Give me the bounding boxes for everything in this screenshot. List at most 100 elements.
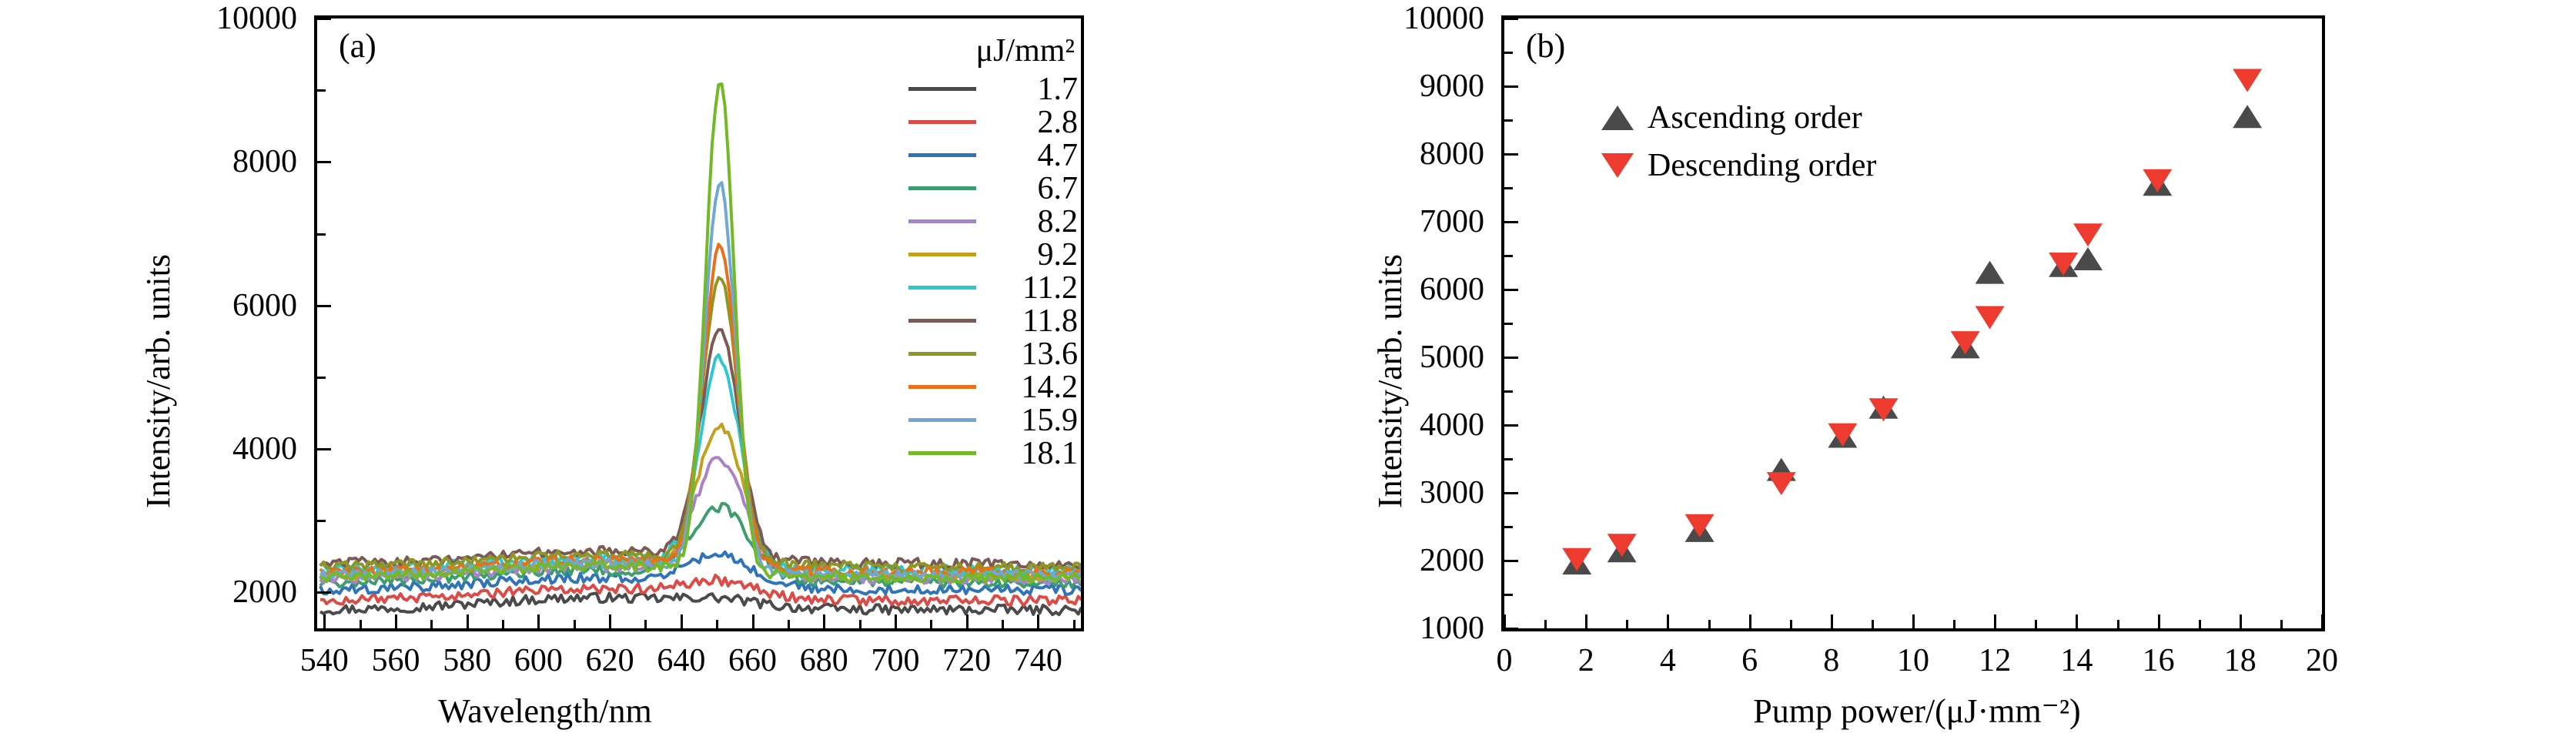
panel-a-y-tick-label: 4000 [233, 431, 297, 467]
legend-swatch-line [908, 219, 976, 223]
panel-b-legend-item[interactable]: Descending order [1600, 142, 1876, 189]
panel-b-x-tick-label: 16 [2142, 643, 2175, 678]
panel-a-y-tick-minor [317, 520, 326, 523]
panel-a-x-tick-major [609, 614, 612, 628]
spectrum-line-18-1 [319, 82, 1081, 584]
panel-a-x-tick-label: 680 [799, 643, 848, 678]
legend-item-8-2[interactable]: 8.2 [908, 205, 1078, 238]
panel-b-x-tick-minor [1789, 620, 1792, 628]
panel-b-x-axis-title: Pump power/(μJ·mm⁻²) [1753, 692, 2081, 730]
legend-item-13-6[interactable]: 13.6 [908, 337, 1078, 370]
panel-a-x-tick-label: 700 [871, 643, 920, 678]
data-point-ascending [1975, 260, 2005, 284]
panel-a-x-tick-minor [502, 620, 505, 628]
legend-item-2-8[interactable]: 2.8 [908, 105, 1078, 139]
panel-b-x-tick-major [1994, 614, 1997, 628]
panel-a-x-tick-label: 540 [299, 643, 349, 678]
panel-a-x-tick-minor [1002, 620, 1005, 628]
panel-b-y-tick-minor [1504, 458, 1513, 460]
legend-swatch-line [908, 418, 976, 422]
panel-a-y-tick-major [317, 448, 331, 451]
legend-item-label: 4.7 [1037, 137, 1079, 173]
panel-a-y-tick-minor [317, 376, 326, 379]
data-point-descending [1562, 547, 1592, 571]
panel-b-x-tick-minor [1626, 620, 1629, 628]
panel-b-x-tick-label: 20 [2306, 643, 2338, 678]
panel-b-y-tick-minor [1504, 323, 1513, 325]
panel-a-y-tick-minor [317, 89, 326, 92]
panel-b-y-tick-major [1504, 221, 1518, 223]
legend-item-9-2[interactable]: 9.2 [908, 238, 1078, 271]
data-point-descending [2073, 223, 2103, 247]
panel-a-y-tick-label: 8000 [233, 144, 297, 180]
panel-b-y-tick-label: 9000 [1420, 69, 1484, 104]
legend-swatch-line [908, 87, 976, 91]
panel-b-y-tick-major [1504, 560, 1518, 562]
panel-a-x-tick-label: 560 [371, 643, 420, 678]
panel-a-x-tick-label: 620 [585, 643, 634, 678]
panel-b-y-tick-major [1504, 357, 1518, 359]
panel-b-y-tick-major [1504, 18, 1518, 20]
legend-item-label: 18.1 [1021, 435, 1079, 471]
legend-item-15-9[interactable]: 15.9 [908, 403, 1078, 437]
panel-a-x-tick-minor [1072, 620, 1076, 628]
legend-item-1-7[interactable]: 1.7 [908, 72, 1078, 105]
panel-a-x-tick-major [466, 614, 469, 628]
panel-a-x-tick-label: 600 [514, 643, 563, 678]
panel-b-y-tick-label: 1000 [1420, 611, 1484, 646]
panel-a-x-tick-major [323, 614, 326, 628]
panel-a-x-tick-major [823, 614, 826, 628]
legend-item-11-2[interactable]: 11.2 [908, 271, 1078, 304]
legend-item-4-7[interactable]: 4.7 [908, 139, 1078, 172]
legend-item-18-1[interactable]: 18.1 [908, 437, 1078, 470]
legend-item-6-7[interactable]: 6.7 [908, 172, 1078, 205]
legend-item-11-8[interactable]: 11.8 [908, 304, 1078, 337]
panel-b-x-tick-major [2157, 614, 2160, 628]
panel-a-legend-title: μJ/mm² [975, 33, 1075, 69]
panel-a-y-tick-major [317, 161, 331, 164]
panel-b-x-tick-minor [2198, 620, 2201, 628]
panel-a-x-tick-minor [644, 620, 647, 628]
panel-b-x-tick-major [1830, 614, 1833, 628]
data-point-descending [1975, 306, 2005, 330]
spectrum-line-2-8 [319, 574, 1081, 608]
panel-b-y-tick-label: 2000 [1420, 543, 1484, 578]
panel-b-y-tick-major [1504, 85, 1518, 88]
panel-a-x-tick-major [537, 614, 540, 628]
data-point-descending [1950, 331, 1980, 355]
legend-swatch-line [908, 186, 976, 190]
panel-b-x-tick-major [1912, 614, 1915, 628]
panel-a-x-tick-label: 640 [657, 643, 706, 678]
panel-b-legend: Ascending order Descending order [1600, 94, 1876, 189]
data-point-descending [1766, 472, 1796, 496]
panel-b-plot-frame [1501, 15, 2325, 631]
panel-b-x-tick-label: 10 [1897, 643, 1929, 678]
panel-a-y-tick-minor [317, 233, 326, 236]
panel-a-x-tick-major [965, 614, 969, 628]
panel-b-x-tick-minor [1544, 620, 1547, 628]
panel-a-x-tick-major [394, 614, 397, 628]
panel-b-x-tick-major [1748, 614, 1751, 628]
panel-b-x-tick-major [2076, 614, 2079, 628]
data-point-descending [2049, 253, 2079, 276]
panel-b-y-tick-label: 7000 [1420, 204, 1484, 239]
legend-item-label: 2.8 [1037, 104, 1079, 140]
panel-b-legend-label: Descending order [1648, 148, 1877, 183]
panel-b-y-tick-minor [1504, 594, 1513, 596]
panel-b-x-tick-major [1504, 614, 1506, 628]
panel-a-tag: (a) [339, 27, 376, 65]
panel-a-x-axis-title: Wavelength/nm [438, 692, 652, 730]
panel-b-x-tick-major [2321, 614, 2323, 628]
panel-b-legend-item[interactable]: Ascending order [1600, 94, 1876, 142]
panel-b-x-tick-major [2239, 614, 2242, 628]
legend-swatch-line [908, 352, 976, 356]
panel-a-y-tick-label: 2000 [233, 574, 297, 611]
panel-b-x-tick-minor [2035, 620, 2038, 628]
legend-swatch-line [908, 286, 976, 290]
legend-item-14-2[interactable]: 14.2 [908, 370, 1078, 403]
panel-b-y-tick-label: 8000 [1420, 136, 1484, 172]
panel-b-x-tick-major [1667, 614, 1670, 628]
data-point-descending [2233, 69, 2263, 92]
panel-b-scatter-canvas [1562, 69, 2263, 575]
panel-a-y-tick-major [317, 18, 331, 20]
